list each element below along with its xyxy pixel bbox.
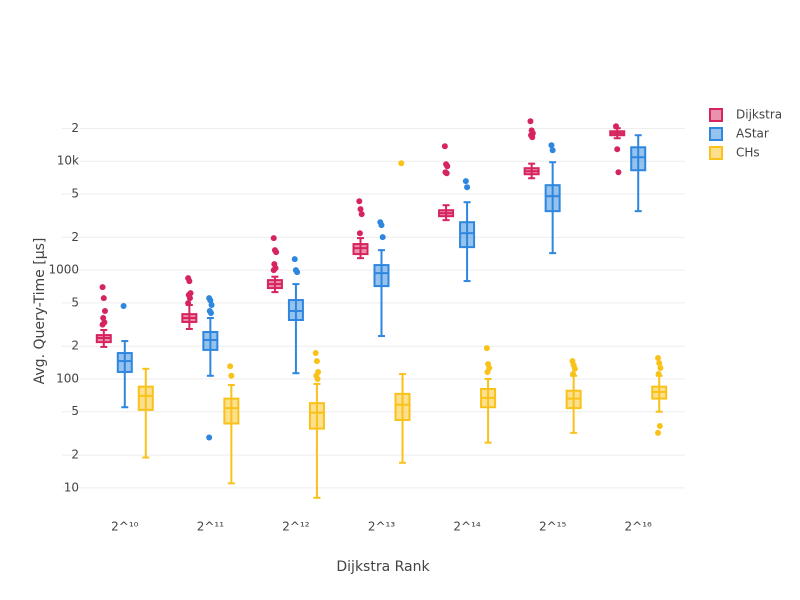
outlier [99,321,106,328]
outlier [656,360,663,367]
outlier [228,372,235,379]
outlier [294,269,301,276]
legend-swatch [709,127,723,141]
legend-swatch [709,108,723,122]
y-tick-label: 5 [71,295,79,309]
x-axis-title: Dijkstra Rank [336,559,430,575]
box [630,146,647,172]
outlier [570,371,577,378]
y-tick-label: 2 [71,121,79,135]
outlier [613,123,620,130]
outlier [207,309,214,316]
outlier [483,345,490,352]
outlier [378,222,385,229]
outlier [270,235,277,242]
outlier [655,429,662,436]
outlier [614,146,621,153]
outlier [656,422,663,429]
x-tick-label: 2^¹⁴ [453,520,481,534]
y-tick-label: 2 [71,230,79,244]
outlier [270,267,277,274]
outlier [100,295,107,302]
outlier [312,350,319,357]
x-tick-label: 2^¹⁶ [625,520,653,534]
box [137,385,154,411]
outlier [206,434,213,441]
outlier [549,147,556,154]
box [394,392,411,421]
outlier [314,375,321,382]
outlier [529,134,536,141]
outlier [464,184,471,191]
legend-label: Dijkstra [736,108,782,122]
outlier [655,354,662,361]
x-tick-label: 2^¹² [282,520,310,534]
outlier [99,284,106,291]
y-tick-label: 2 [71,448,79,462]
x-tick-label: 2^¹¹ [197,520,225,534]
legend-swatch [709,146,723,160]
legend-label: AStar [736,127,769,141]
outlier [273,249,280,256]
box [223,397,240,425]
outlier [615,169,622,176]
outlier [527,118,534,125]
outlier [358,211,365,218]
outlier [101,308,108,315]
x-tick-label: 2^¹³ [368,520,396,534]
outlier [484,368,491,375]
box [116,352,133,373]
y-axis-title: Avg. Query-Time [µs] [32,238,48,385]
outlier [441,143,448,150]
outlier [207,297,214,304]
outlier [291,256,298,263]
outlier [571,365,578,372]
outlier [548,142,555,149]
outlier [398,160,405,167]
box [544,184,561,213]
outlier [462,178,469,185]
outlier [227,363,234,370]
y-tick-label: 10k [57,154,79,168]
outlier [356,230,363,237]
outlier [655,371,662,378]
outlier [208,302,215,309]
box [459,221,476,249]
y-tick-label: 5 [71,404,79,418]
outlier [120,303,127,310]
outlier [443,170,450,177]
y-tick-label: 2 [71,339,79,353]
outlier [379,234,386,241]
y-tick-label: 10 [64,480,79,494]
outlier [313,358,320,365]
y-tick-label: 100 [56,371,79,385]
outlier [186,278,193,285]
box [373,264,390,288]
legend-label: CHs [736,146,760,160]
outlier [186,295,193,302]
x-tick-label: 2^¹⁰ [111,520,139,534]
y-tick-label: 1000 [48,263,79,277]
outlier [357,206,364,213]
y-tick-label: 5 [71,187,79,201]
outlier [356,198,363,205]
outlier [444,163,451,170]
box [308,402,325,430]
outlier [185,300,192,307]
outlier [657,365,664,372]
x-tick-label: 2^¹⁵ [539,520,567,534]
